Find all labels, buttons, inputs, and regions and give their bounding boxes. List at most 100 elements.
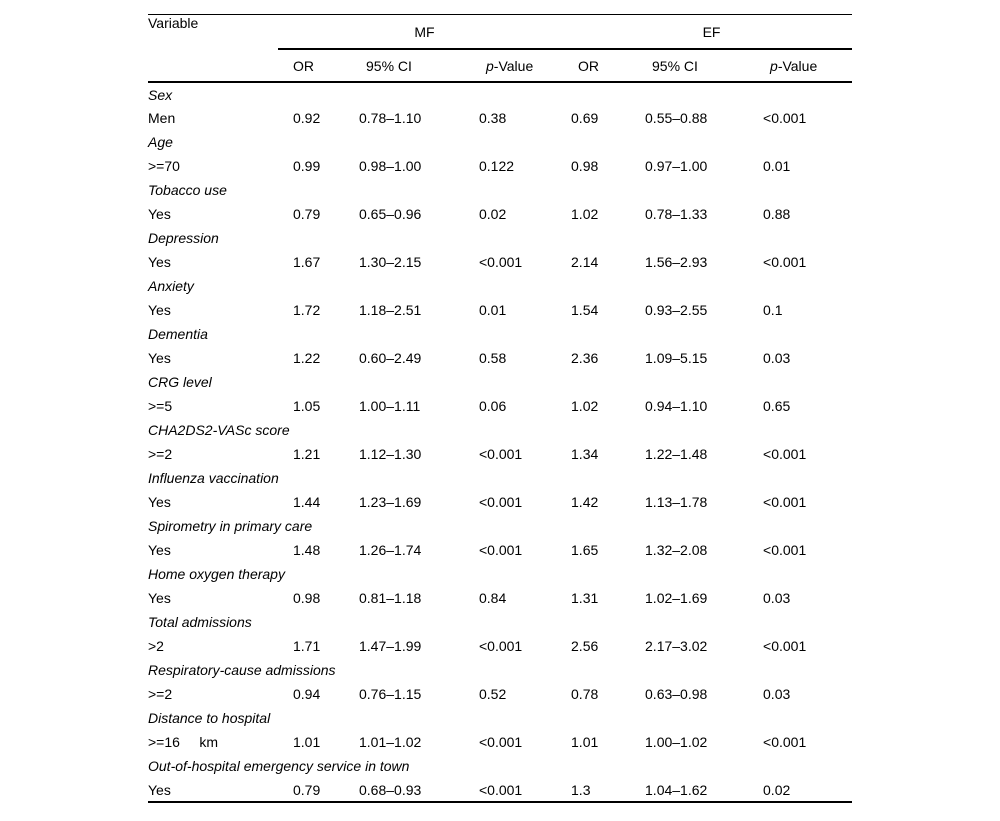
variable-category-label: CHA2DS2-VASc score <box>148 422 290 438</box>
variable-category-label: Home oxygen therapy <box>148 566 285 582</box>
mf-p-value: 0.84 <box>479 590 507 606</box>
ef-p-value: 0.1 <box>763 302 783 318</box>
p-italic: p <box>486 57 494 74</box>
mf-p-value: 0.02 <box>479 206 507 222</box>
variable-category-label: Depression <box>148 230 219 246</box>
data-row: Yes 1.48 1.26–1.74 <0.001 1.65 1.32–2.08 <0.00… <box>148 538 852 562</box>
level-label: Men <box>148 110 176 126</box>
data-row: >2 1.71 1.47–1.99 <0.001 2.56 2.17–3.02 <0.001 <box>148 634 852 658</box>
ef-ci-value: 1.22–1.48 <box>645 446 708 462</box>
variable-category-label: Influenza vaccination <box>148 470 279 486</box>
variable-category-row: Distance to hospital <box>148 706 852 730</box>
ef-or-value: 1.42 <box>571 494 599 510</box>
ef-or-value: 1.31 <box>571 590 599 606</box>
mf-or-value: 0.98 <box>293 590 321 606</box>
mf-p-value: <0.001 <box>479 542 523 558</box>
ef-or-value: 1.3 <box>571 781 591 798</box>
mf-or-value: 1.22 <box>293 350 321 366</box>
variable-category-label: Age <box>148 134 173 150</box>
ef-or-value: 2.56 <box>571 638 599 654</box>
mf-or-value: 1.44 <box>293 494 321 510</box>
data-row: Men 0.92 0.78–1.10 0.38 0.69 0.55–0.88 <0.001 <box>148 106 852 130</box>
variable-category-row: Sex <box>148 82 852 106</box>
ef-ci-value: 1.02–1.69 <box>645 590 708 606</box>
mf-ci-value: 1.23–1.69 <box>359 494 422 510</box>
mf-ci-value: 0.78–1.10 <box>359 110 422 126</box>
mf-or-value: 1.01 <box>293 734 321 750</box>
mf-or-value: 1.48 <box>293 542 321 558</box>
ef-ci-value: 2.17–3.02 <box>645 638 708 654</box>
mf-ci-value: 1.47–1.99 <box>359 638 422 654</box>
data-row: Yes 1.22 0.60–2.49 0.58 2.36 1.09–5.15 0.03 <box>148 346 852 370</box>
ef-p-value: 0.03 <box>763 590 791 606</box>
mf-or-value: 1.21 <box>293 446 321 462</box>
ef-p-value: <0.001 <box>763 446 807 462</box>
ef-p-value: 0.02 <box>763 781 791 798</box>
mf-p-value: <0.001 <box>479 446 523 462</box>
table-body: Sex Men 0.92 0.78–1.10 0.38 0.69 0.55–0.88 <0.0… <box>148 82 852 802</box>
ef-p-value: 0.03 <box>763 686 791 702</box>
mf-p-value: <0.001 <box>479 638 523 654</box>
variable-category-row: Age <box>148 130 852 154</box>
mf-ci-value: 1.26–1.74 <box>359 542 422 558</box>
mf-p-value: 0.06 <box>479 398 507 414</box>
ef-or-value: 1.01 <box>571 734 599 750</box>
group-header-row: Variable MF EF <box>148 14 853 83</box>
ef-or-value: 2.36 <box>571 350 599 366</box>
variable-category-row: Anxiety <box>148 274 852 298</box>
variable-category-label: Respiratory-cause admissions <box>148 662 336 678</box>
mf-ci-value: 1.12–1.30 <box>359 446 422 462</box>
level-label: >=16 km <box>148 734 219 750</box>
mf-ci-header: 95% CI <box>359 49 479 83</box>
mf-p-value: 0.38 <box>479 110 507 126</box>
ef-p-value-header: p-Value <box>763 49 853 83</box>
mf-p-value: 0.01 <box>479 302 507 318</box>
variable-category-label: Out-of-hospital emergency service in tow… <box>148 758 410 774</box>
data-row: Yes 1.67 1.30–2.15 <0.001 2.14 1.56–2.93 <0.00… <box>148 250 852 274</box>
ef-or-value: 1.54 <box>571 302 599 318</box>
sub-header-row: OR 95% CI p-Value OR 95% CI p-Value <box>148 49 853 83</box>
data-row: >=70 0.99 0.98–1.00 0.122 0.98 0.97–1.00 0.01 <box>148 154 852 178</box>
ef-p-value: 0.65 <box>763 398 791 414</box>
ef-or-value: 1.02 <box>571 398 599 414</box>
ef-p-value: <0.001 <box>763 542 807 558</box>
mf-ci-value: 1.18–2.51 <box>359 302 422 318</box>
ef-or-value: 1.02 <box>571 206 599 222</box>
variable-column-header: Variable <box>148 14 278 83</box>
variable-category-row: Influenza vaccination <box>148 466 852 490</box>
p-value-suffix: -Value <box>493 57 534 74</box>
data-row: Yes 0.79 0.65–0.96 0.02 1.02 0.78–1.33 0.88 <box>148 202 852 226</box>
level-label: >=70 <box>148 158 180 174</box>
variable-category-row: Home oxygen therapy <box>148 562 852 586</box>
mf-p-value: <0.001 <box>479 254 523 270</box>
mf-ci-value: 1.00–1.11 <box>359 398 421 414</box>
mf-or-value: 0.92 <box>293 110 321 126</box>
data-row: >=5 1.05 1.00–1.11 0.06 1.02 0.94–1.10 0.65 <box>148 394 852 418</box>
level-label: Yes <box>148 206 171 222</box>
mf-or-value: 1.05 <box>293 398 321 414</box>
data-row: Yes 1.44 1.23–1.69 <0.001 1.42 1.13–1.78 <0.00… <box>148 490 852 514</box>
variable-category-label: Distance to hospital <box>148 710 271 726</box>
ef-ci-value: 0.93–2.55 <box>645 302 708 318</box>
level-label: Yes <box>148 254 171 270</box>
variable-category-row: Spirometry in primary care <box>148 514 852 538</box>
data-row: Yes 0.79 0.68–0.93 <0.001 1.3 1.04–1.62 0.02 <box>148 778 852 802</box>
ef-ci-value: 1.13–1.78 <box>645 494 708 510</box>
variable-category-row: Out-of-hospital emergency service in tow… <box>148 754 852 778</box>
level-label: Yes <box>148 590 171 606</box>
regression-results-table: Variable MF EF OR 95% CI p-Value OR 95% … <box>148 14 853 803</box>
ef-p-value: 0.01 <box>763 158 791 174</box>
ef-p-value: <0.001 <box>763 638 807 654</box>
mf-p-value: <0.001 <box>479 734 523 750</box>
variable-category-label: Tobacco use <box>148 182 227 198</box>
variable-category-row: Respiratory-cause admissions <box>148 658 852 682</box>
mf-p-value: <0.001 <box>479 494 523 510</box>
data-row: >=16 km 1.01 1.01–1.02 <0.001 1.01 1.00–1.02 <… <box>148 730 852 754</box>
level-label: Yes <box>148 350 171 366</box>
ef-p-value: <0.001 <box>763 734 807 750</box>
level-label: Yes <box>148 781 171 798</box>
mf-or-value: 1.67 <box>293 254 321 270</box>
ef-ci-value: 0.63–0.98 <box>645 686 708 702</box>
mf-ci-value: 0.68–0.93 <box>359 781 422 798</box>
